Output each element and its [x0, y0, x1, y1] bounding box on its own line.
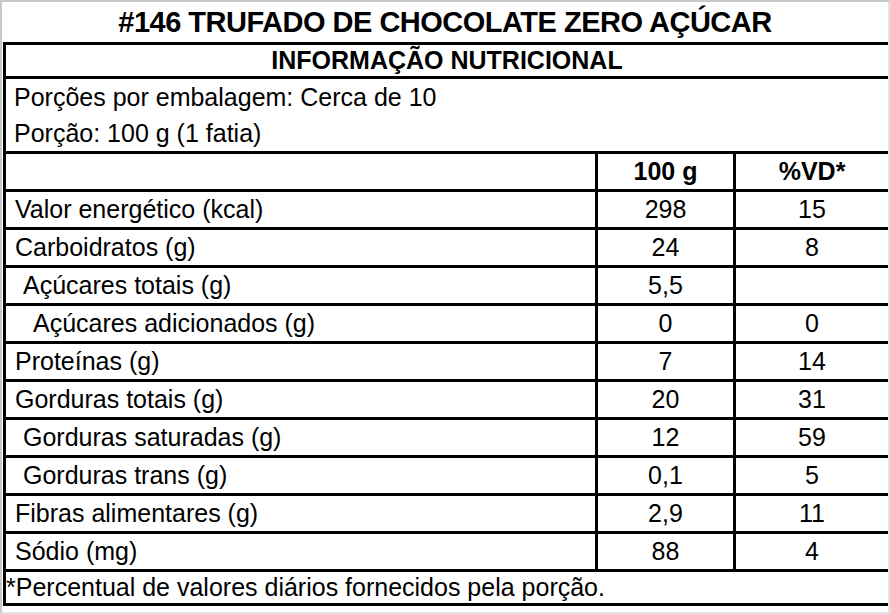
vd-value: 4: [735, 533, 890, 571]
vd-value: 8: [735, 229, 890, 267]
footnote: *Percentual de valores diários fornecido…: [5, 571, 890, 605]
nutrient-label: Açúcares adicionados (g): [5, 305, 597, 343]
table-row: Carboidratos (g) 24 8: [5, 229, 890, 267]
column-header-row: 100 g %VD*: [5, 153, 890, 191]
vd-value: 11: [735, 495, 890, 533]
empty-header-cell: [5, 153, 597, 191]
amount-value: 88: [597, 533, 735, 571]
amount-value: 0,1: [597, 457, 735, 495]
vd-value: 5: [735, 457, 890, 495]
table-row: Gorduras saturadas (g) 12 59: [5, 419, 890, 457]
amount-value: 12: [597, 419, 735, 457]
servings-row: Porções por embalagem: Cerca de 10 Porçã…: [5, 78, 890, 153]
table-row: Gorduras trans (g) 0,1 5: [5, 457, 890, 495]
vd-column-header: %VD*: [735, 153, 890, 191]
amount-value: 24: [597, 229, 735, 267]
nutrient-label: Açúcares totais (g): [5, 267, 597, 305]
vd-value: [735, 267, 890, 305]
nutrient-label: Carboidratos (g): [5, 229, 597, 267]
amount-value: 5,5: [597, 267, 735, 305]
nutrient-label: Proteínas (g): [5, 343, 597, 381]
vd-value: 15: [735, 191, 890, 229]
spreadsheet-page: #146 TRUFADO DE CHOCOLATE ZERO AÇÚCAR IN…: [0, 0, 890, 614]
amount-value: 20: [597, 381, 735, 419]
nutrient-label: Gorduras saturadas (g): [5, 419, 597, 457]
nutrition-table-title: INFORMAÇÃO NUTRICIONAL: [5, 44, 890, 78]
vd-value: 14: [735, 343, 890, 381]
vd-value: 0: [735, 305, 890, 343]
amount-value: 298: [597, 191, 735, 229]
nutrient-label: Sódio (mg): [5, 533, 597, 571]
table-row: Sódio (mg) 88 4: [5, 533, 890, 571]
table-row: Gorduras totais (g) 20 31: [5, 381, 890, 419]
table-title-row: INFORMAÇÃO NUTRICIONAL: [5, 44, 890, 78]
nutrient-label: Fibras alimentares (g): [5, 495, 597, 533]
vd-value: 31: [735, 381, 890, 419]
nutrient-label: Gorduras trans (g): [5, 457, 597, 495]
vd-value: 59: [735, 419, 890, 457]
amount-column-header: 100 g: [597, 153, 735, 191]
table-row: Fibras alimentares (g) 2,9 11: [5, 495, 890, 533]
table-row: Valor energético (kcal) 298 15: [5, 191, 890, 229]
servings-per-package: Porções por embalagem: Cerca de 10: [6, 79, 888, 115]
table-row: Proteínas (g) 7 14: [5, 343, 890, 381]
table-row: Açúcares adicionados (g) 0 0: [5, 305, 890, 343]
nutrition-table: INFORMAÇÃO NUTRICIONAL Porções por embal…: [3, 42, 890, 606]
amount-value: 0: [597, 305, 735, 343]
table-row: Açúcares totais (g) 5,5: [5, 267, 890, 305]
servings-cell: Porções por embalagem: Cerca de 10 Porçã…: [5, 78, 890, 153]
serving-size: Porção: 100 g (1 fatia): [6, 115, 888, 151]
nutrient-label: Gorduras totais (g): [5, 381, 597, 419]
nutrient-label: Valor energético (kcal): [5, 191, 597, 229]
amount-value: 7: [597, 343, 735, 381]
page-title: #146 TRUFADO DE CHOCOLATE ZERO AÇÚCAR: [2, 2, 888, 42]
amount-value: 2,9: [597, 495, 735, 533]
footnote-row: *Percentual de valores diários fornecido…: [5, 571, 890, 605]
